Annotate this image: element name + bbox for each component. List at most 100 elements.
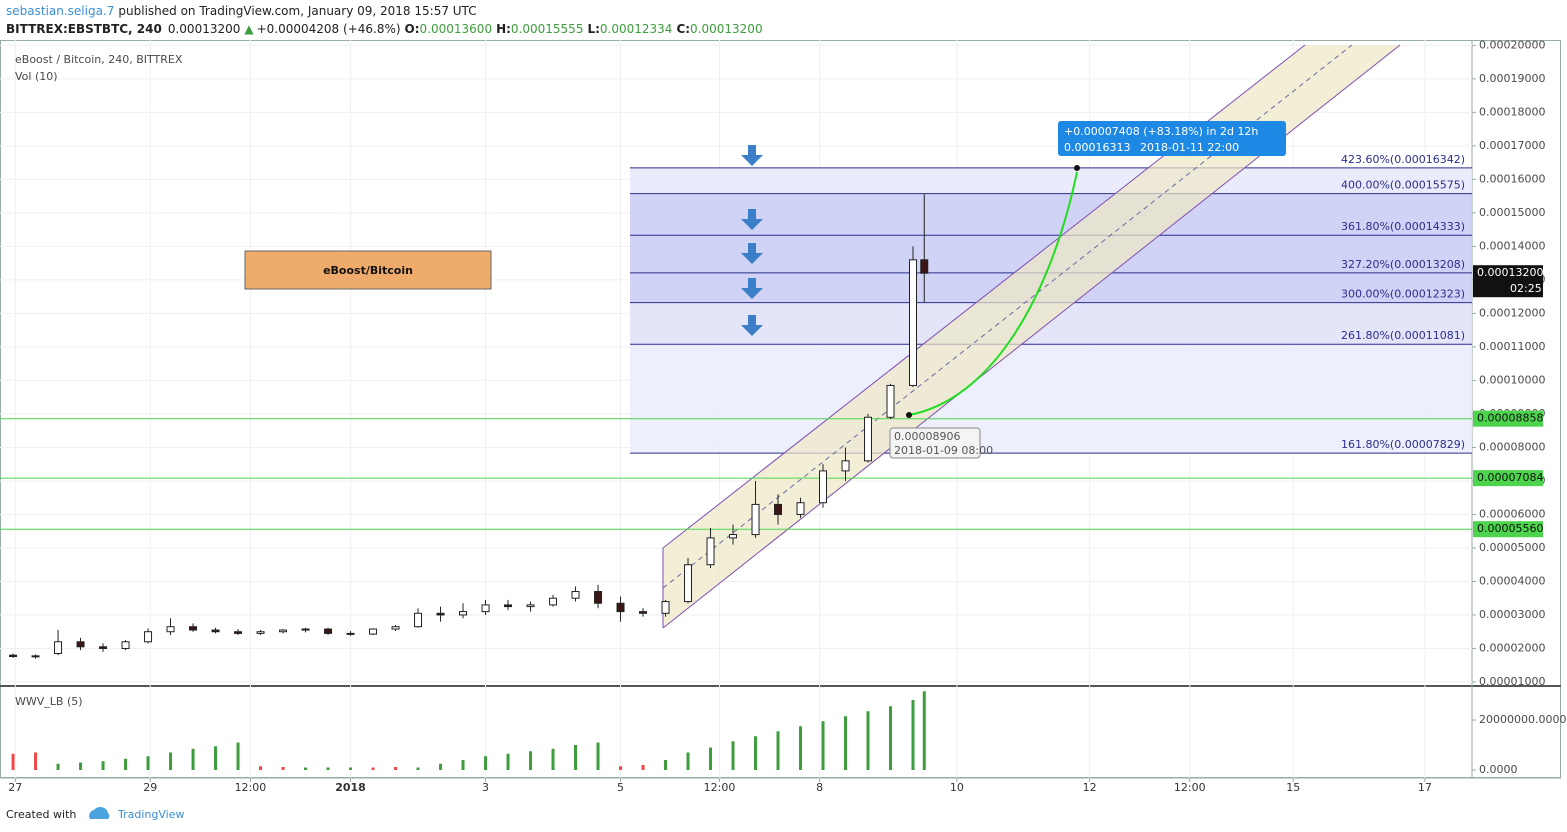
wwv-bar — [619, 766, 623, 770]
h: 0.00015555 — [511, 22, 584, 36]
y-tick-label: 0.00012000 — [1479, 306, 1545, 319]
candle-body — [31, 655, 40, 658]
measure-box — [1058, 121, 1286, 156]
candle-body — [886, 384, 895, 418]
candle-body — [920, 259, 929, 274]
candle-body — [369, 628, 378, 635]
x-tick-label: 12:00 — [235, 781, 267, 794]
wwv-bar — [146, 756, 150, 770]
candle-body — [661, 601, 670, 614]
wwv-bar — [461, 760, 465, 770]
wwv-bar — [574, 745, 578, 770]
candle-body — [706, 537, 715, 566]
candle-body — [54, 641, 63, 655]
footer-brand[interactable]: TradingView — [117, 808, 184, 821]
wwv-bar — [799, 726, 803, 770]
arrow: ▲ — [244, 22, 254, 36]
wwv-bar — [214, 746, 218, 770]
wwv-bar — [506, 753, 510, 770]
y-tick-label: 0.00020000 — [1479, 38, 1545, 51]
wwv-bar — [596, 742, 600, 770]
x-tick-label: 8 — [816, 781, 823, 794]
candle-body — [729, 534, 738, 539]
start-price: 0.00008906 — [894, 430, 960, 443]
candle-body — [796, 502, 805, 515]
wwv-bar — [11, 753, 15, 770]
x-tick-label: 17 — [1418, 781, 1432, 794]
candle-body — [189, 626, 198, 631]
countdown: 02:25 — [1510, 282, 1542, 295]
x-tick-label: 12 — [1083, 781, 1097, 794]
fib-zone — [630, 344, 1472, 454]
start-time: 2018-01-09 08:00 — [894, 444, 993, 457]
hline-label-box — [1473, 521, 1543, 538]
measure-end — [1074, 165, 1080, 171]
wwv-bar — [56, 763, 60, 770]
hline-label-box — [1473, 470, 1543, 487]
x-tick-label: 29 — [143, 781, 157, 794]
fib-label: 161.80%(0.00007829) — [1341, 438, 1465, 451]
fib-label: 400.00%(0.00015575) — [1341, 179, 1465, 192]
wwv-bar — [304, 767, 308, 770]
candle-body — [234, 631, 243, 634]
start-box — [889, 427, 981, 459]
candle-body — [819, 470, 828, 504]
published: published on TradingView.com, January 09… — [118, 4, 476, 18]
wwv-bar — [326, 767, 330, 770]
logo — [89, 806, 110, 819]
candle-body — [549, 597, 558, 606]
candle-body — [841, 460, 850, 472]
candle-body — [684, 564, 693, 603]
candle-body — [774, 503, 783, 515]
wwv-bar — [439, 763, 443, 770]
candle-body — [166, 626, 175, 633]
x-tick-label: 3 — [482, 781, 489, 794]
fib-zone — [630, 193, 1472, 236]
wwv-bar — [349, 767, 353, 770]
y-tick-label: 0.00015000 — [1479, 206, 1545, 219]
change: +0.00004208 (+46.8%) — [257, 22, 401, 36]
y-tick-label: 0.00008000 — [1479, 440, 1545, 453]
candle-body — [594, 591, 603, 604]
x-tick-label: 12:00 — [704, 781, 736, 794]
measure-start — [906, 412, 912, 418]
y-tick-label: 0.00004000 — [1479, 574, 1545, 587]
measure-end-price: 0.00016313 — [1064, 141, 1130, 154]
wwv-bar — [641, 765, 645, 770]
candle-body — [436, 612, 445, 616]
candle-body — [414, 612, 423, 628]
price-label: 0.00013200 — [1477, 266, 1543, 279]
wwv-tick-label: 0.0000 — [1479, 763, 1518, 776]
candle-body — [76, 641, 85, 648]
c: 0.00013200 — [690, 22, 763, 36]
y-tick-label: 0.00002000 — [1479, 641, 1545, 654]
fib-label: 423.60%(0.00016342) — [1341, 153, 1465, 166]
candle-body — [616, 602, 625, 613]
candle-body — [144, 631, 153, 643]
candle-body — [279, 629, 288, 633]
x-tick-label: 10 — [950, 781, 964, 794]
wwv-bar — [664, 760, 668, 770]
wwv-bar — [191, 748, 195, 770]
candle-body — [639, 611, 648, 614]
candle-body — [571, 591, 580, 599]
measure-end-time: 2018-01-11 22:00 — [1140, 141, 1239, 154]
l: 0.00012334 — [600, 22, 673, 36]
wwv-title: WWV_LB (5) — [15, 695, 83, 708]
wwv-bar — [754, 736, 758, 770]
candle-body — [526, 604, 535, 608]
candle-body — [459, 611, 468, 616]
wwv-bar — [484, 756, 488, 770]
footer: Created with TradingView — [6, 806, 184, 821]
wwv-bar — [686, 752, 690, 770]
header-line-2: BITTREX:EBSTBTC, 240 0.00013200 ▲ +0.000042… — [6, 22, 763, 36]
x-tick-label: 2018 — [335, 781, 366, 794]
wwv-bar — [709, 747, 713, 770]
fib-zone — [630, 167, 1472, 194]
fib-label: 261.80%(0.00011081) — [1341, 329, 1465, 342]
o-label: O: — [405, 22, 420, 36]
publisher[interactable]: sebastian.seliga.7 — [6, 4, 114, 18]
measure-text: +0.00007408 (+83.18%) in 2d 12h — [1064, 125, 1258, 138]
fib-label: 361.80%(0.00014333) — [1341, 220, 1465, 233]
wwv-bar — [529, 751, 533, 770]
